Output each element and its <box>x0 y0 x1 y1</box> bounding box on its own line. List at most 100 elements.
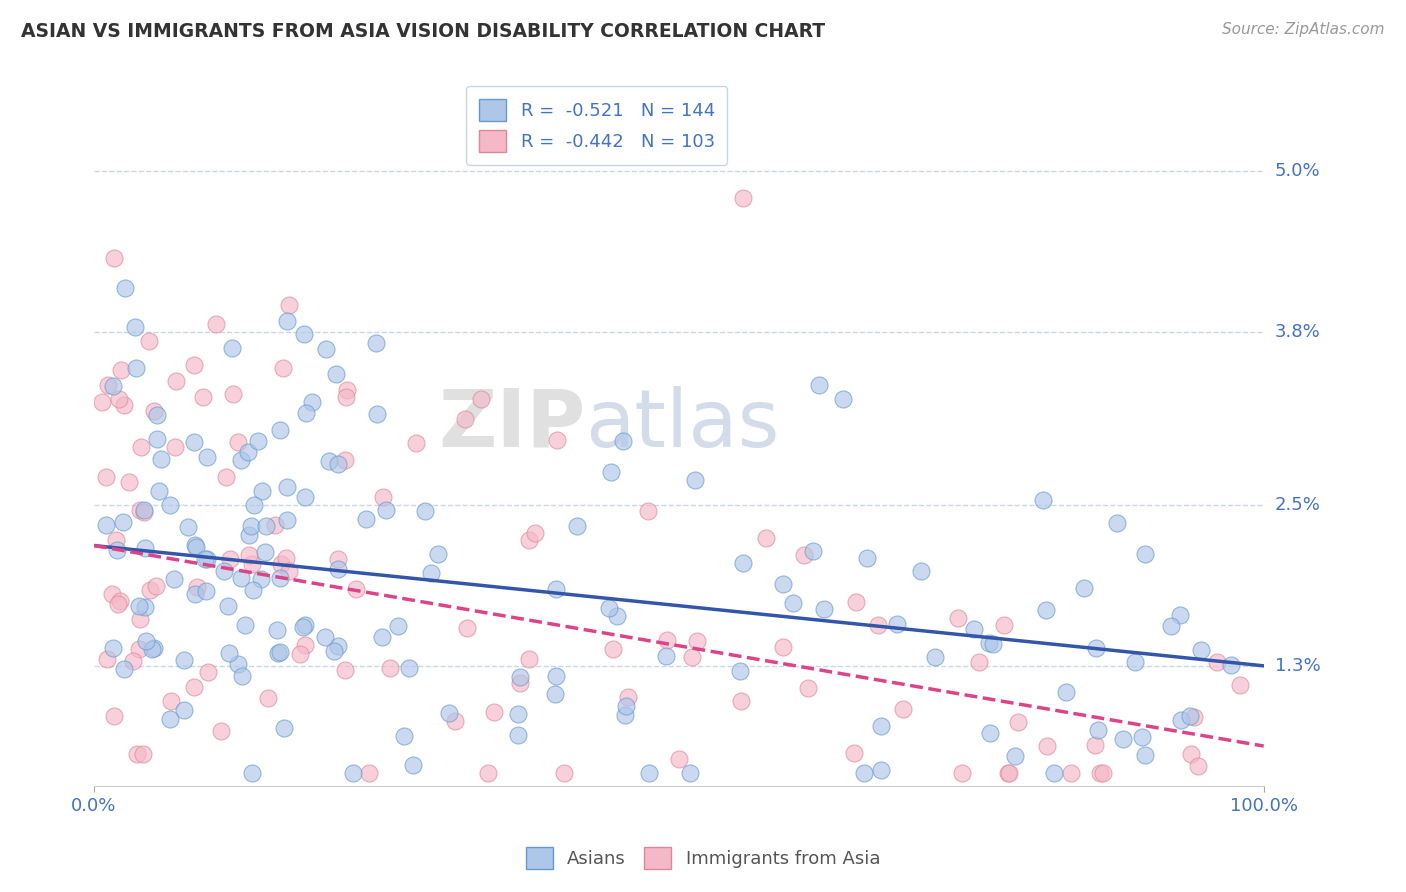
Point <box>138 334 160 348</box>
Point <box>1133 747 1156 762</box>
Point <box>112 662 135 676</box>
Point <box>730 664 752 678</box>
Point <box>278 564 301 578</box>
Point <box>323 644 346 658</box>
Point <box>124 319 146 334</box>
Point <box>963 623 986 637</box>
Point <box>335 452 357 467</box>
Point <box>231 669 253 683</box>
Point <box>852 765 875 780</box>
Point <box>1187 759 1209 773</box>
Point <box>96 651 118 665</box>
Point <box>456 621 478 635</box>
Point <box>357 765 380 780</box>
Point <box>146 432 169 446</box>
Point <box>193 552 215 566</box>
Point <box>150 452 173 467</box>
Point <box>212 565 235 579</box>
Point <box>114 280 136 294</box>
Point <box>118 475 141 489</box>
Point <box>1007 714 1029 729</box>
Point <box>402 757 425 772</box>
Point <box>159 694 181 708</box>
Point <box>276 313 298 327</box>
Point <box>519 652 541 666</box>
Text: ASIAN VS IMMIGRANTS FROM ASIA VISION DISABILITY CORRELATION CHART: ASIAN VS IMMIGRANTS FROM ASIA VISION DIS… <box>21 22 825 41</box>
Point <box>366 336 388 351</box>
Point <box>983 637 1005 651</box>
Text: ZIP: ZIP <box>439 385 585 464</box>
Point <box>891 702 914 716</box>
Point <box>845 595 868 609</box>
Point <box>128 612 150 626</box>
Point <box>1178 709 1201 723</box>
Point <box>638 765 661 780</box>
Point <box>523 525 546 540</box>
Point <box>685 473 707 487</box>
Point <box>655 633 678 648</box>
Point <box>238 528 260 542</box>
Point <box>565 518 588 533</box>
Point <box>612 434 634 449</box>
Point <box>226 435 249 450</box>
Point <box>142 641 165 656</box>
Point <box>271 360 294 375</box>
Point <box>195 583 218 598</box>
Point <box>292 619 315 633</box>
Point <box>263 518 285 533</box>
Point <box>128 599 150 613</box>
Point <box>195 551 218 566</box>
Text: 2.5%: 2.5% <box>1275 497 1320 515</box>
Point <box>103 251 125 265</box>
Point <box>134 599 156 614</box>
Point <box>127 747 149 761</box>
Point <box>870 763 893 777</box>
Point <box>105 533 128 547</box>
Point <box>679 765 702 780</box>
Text: atlas: atlas <box>585 385 779 464</box>
Point <box>731 556 754 570</box>
Point <box>103 709 125 723</box>
Point <box>139 583 162 598</box>
Point <box>997 765 1019 780</box>
Point <box>145 579 167 593</box>
Point <box>405 435 427 450</box>
Point <box>236 445 259 459</box>
Point <box>91 395 114 409</box>
Point <box>969 655 991 669</box>
Point <box>294 617 316 632</box>
Point <box>444 714 467 729</box>
Point <box>637 504 659 518</box>
Point <box>387 619 409 633</box>
Point <box>371 490 394 504</box>
Point <box>948 611 970 625</box>
Point <box>108 594 131 608</box>
Point <box>866 618 889 632</box>
Point <box>315 342 337 356</box>
Point <box>250 572 273 586</box>
Point <box>184 586 207 600</box>
Point <box>602 642 624 657</box>
Point <box>378 661 401 675</box>
Point <box>482 706 505 720</box>
Point <box>276 513 298 527</box>
Point <box>107 597 129 611</box>
Point <box>1130 730 1153 744</box>
Point <box>600 465 623 479</box>
Point <box>132 505 155 519</box>
Point <box>335 391 357 405</box>
Point <box>979 635 1001 649</box>
Point <box>813 602 835 616</box>
Point <box>344 582 367 597</box>
Point <box>544 582 567 597</box>
Point <box>730 694 752 708</box>
Point <box>1160 618 1182 632</box>
Point <box>134 541 156 555</box>
Point <box>239 519 262 533</box>
Point <box>808 378 831 392</box>
Point <box>177 519 200 533</box>
Point <box>197 450 219 465</box>
Point <box>128 642 150 657</box>
Point <box>420 566 443 580</box>
Text: Source: ZipAtlas.com: Source: ZipAtlas.com <box>1222 22 1385 37</box>
